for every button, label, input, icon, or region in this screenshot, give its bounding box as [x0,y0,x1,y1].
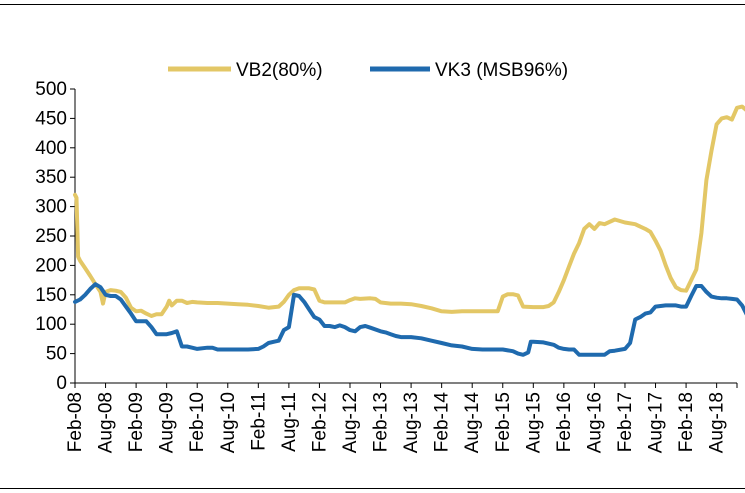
x-tick-label: Feb-12 [309,392,330,452]
x-tick-label: Feb-13 [371,392,392,452]
y-tick-label: 400 [35,138,67,159]
x-tick-label: Aug-14 [462,392,483,454]
series-layer [73,104,745,357]
x-tick-label: Feb-15 [493,392,514,452]
x-tick-label: Aug-08 [96,392,117,453]
x-tick-label: Feb-11 [248,392,269,451]
legend-label-vk3: VK3 (MSB96%) [435,60,568,81]
x-tick-label: Aug-10 [218,392,239,453]
x-tick-label: Aug-09 [157,392,178,453]
x-tick-label: Aug-13 [401,392,422,453]
frame-top-border [0,4,745,5]
x-tick-label: Aug-16 [584,392,605,453]
y-tick-label: 200 [35,255,67,276]
x-tick-label: Feb-10 [187,392,208,452]
y-tick-label: 350 [35,167,67,188]
x-tick-label: Feb-09 [126,392,147,452]
x-tick-label: Aug-15 [523,392,544,453]
x-tick-label: Feb-14 [432,392,453,453]
y-tick-label: 150 [35,285,67,306]
x-tick-label: Feb-08 [65,392,86,452]
y-tick-label: 450 [35,108,67,129]
frame-bottom-border [0,488,745,489]
y-tick-label: 100 [35,314,67,335]
x-tick-label: Feb-18 [676,392,697,452]
x-tick-label: Aug-12 [340,392,361,453]
y-tick-label: 50 [46,344,67,365]
series-line-vb2 [73,104,745,318]
x-tick-label: Aug-18 [707,392,728,453]
series-line-vk3 [73,282,745,357]
legend-label-vb2: VB2(80%) [236,60,323,81]
legend: VB2(80%) VK3 (MSB96%) [168,60,568,81]
y-axis: 0 50 100 150 200 250 300 350 400 450 500 [35,79,76,394]
x-tick-label: Aug-17 [646,392,667,453]
y-tick-label: 300 [35,197,67,218]
x-tick-label: Feb-17 [615,392,636,452]
y-tick-label: 250 [35,226,67,247]
x-tick-label: Aug-11 [279,392,300,452]
y-tick-label: 0 [56,373,67,394]
x-axis: Feb-08 Aug-08 Feb-09 Aug-09 Feb-10 Aug-10 Feb-… [65,382,738,454]
y-tick-label: 500 [35,79,67,100]
x-tick-label: Feb-16 [554,392,575,452]
